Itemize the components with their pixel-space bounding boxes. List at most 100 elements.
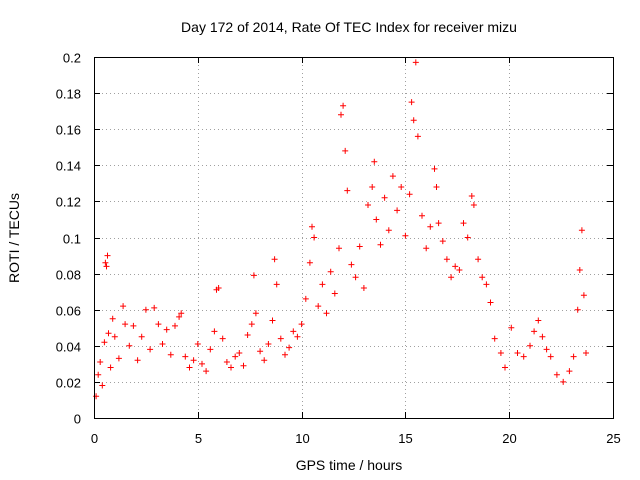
- data-point: [186, 364, 193, 371]
- data-point: [232, 353, 239, 360]
- data-point: [342, 147, 349, 154]
- x-tick-label: 0: [91, 431, 98, 446]
- data-point: [483, 281, 490, 288]
- data-point: [398, 184, 405, 190]
- data-point: [199, 360, 205, 367]
- y-tick-label: 0.18: [56, 87, 81, 102]
- data-point: [408, 99, 415, 106]
- data-point: [371, 158, 378, 165]
- data-point: [574, 306, 581, 313]
- data-point: [414, 133, 421, 140]
- data-point: [194, 341, 201, 347]
- data-point: [566, 368, 573, 375]
- data-point: [553, 371, 560, 378]
- data-point: [138, 333, 145, 340]
- data-point: [497, 350, 504, 356]
- data-point: [95, 371, 102, 378]
- data-point: [126, 342, 133, 349]
- y-axis-label: ROTI / TECUs: [6, 193, 22, 283]
- data-point: [402, 232, 409, 239]
- data-point: [111, 333, 118, 340]
- data-point: [178, 310, 185, 317]
- data-point: [439, 238, 446, 245]
- data-point: [560, 378, 567, 385]
- data-point: [412, 59, 419, 66]
- data-point: [448, 274, 455, 281]
- y-tick-label: 0.08: [56, 268, 81, 283]
- x-tick-label: 10: [295, 431, 309, 446]
- data-point: [298, 321, 305, 328]
- data-point: [207, 346, 214, 353]
- data-point: [340, 102, 347, 109]
- data-point: [182, 353, 189, 360]
- data-point: [578, 227, 585, 234]
- data-point: [452, 263, 459, 270]
- data-point: [319, 281, 326, 288]
- data-point: [468, 193, 475, 199]
- axis-ticks: [94, 57, 614, 419]
- data-point: [464, 234, 471, 241]
- data-point: [176, 313, 183, 320]
- data-point: [327, 268, 334, 275]
- data-point: [97, 359, 104, 365]
- data-point: [543, 346, 550, 353]
- data-point: [236, 350, 243, 356]
- y-tick-label: 0.12: [56, 195, 81, 210]
- data-point: [323, 310, 330, 317]
- data-point: [101, 339, 108, 346]
- data-point: [103, 263, 110, 270]
- data-point: [120, 303, 127, 310]
- data-point: [203, 368, 210, 375]
- x-tick-label: 15: [398, 431, 412, 446]
- data-point: [356, 243, 363, 250]
- data-point: [419, 212, 425, 219]
- data-point: [373, 216, 380, 223]
- data-point: [228, 364, 234, 371]
- data-point: [406, 191, 413, 198]
- data-point: [250, 272, 257, 279]
- data-point: [475, 256, 482, 263]
- data-point: [269, 317, 276, 324]
- data-point: [302, 295, 309, 302]
- data-point: [104, 252, 111, 259]
- data-point: [423, 245, 430, 252]
- data-point: [431, 165, 438, 172]
- data-point: [435, 220, 442, 227]
- data-point: [520, 353, 527, 360]
- data-point: [570, 353, 577, 360]
- data-point: [443, 256, 450, 263]
- y-tick-label: 0.1: [63, 232, 81, 247]
- data-point: [470, 202, 477, 208]
- data-point: [410, 117, 417, 124]
- data-point: [348, 261, 355, 268]
- data-point: [389, 173, 396, 180]
- data-point: [134, 357, 141, 364]
- x-tick-label: 20: [502, 431, 516, 446]
- data-point: [244, 332, 251, 338]
- data-point: [277, 335, 284, 342]
- data-point: [147, 346, 154, 353]
- data-point: [583, 350, 589, 356]
- data-point: [190, 357, 197, 364]
- data-point: [163, 326, 170, 333]
- data-point: [99, 382, 106, 389]
- y-tick-label: 0.14: [56, 159, 81, 174]
- data-point: [290, 328, 297, 335]
- data-point: [433, 184, 440, 190]
- data-point: [172, 322, 178, 329]
- data-point: [360, 285, 367, 291]
- data-point: [427, 223, 434, 230]
- data-point: [531, 328, 538, 335]
- data-point: [105, 330, 112, 337]
- data-point: [240, 362, 247, 369]
- data-point: [257, 348, 264, 355]
- data-point: [527, 342, 533, 349]
- data-point: [385, 227, 392, 234]
- data-point: [539, 333, 546, 340]
- data-point: [336, 245, 342, 252]
- data-point: [315, 303, 322, 310]
- data-point: [261, 357, 268, 364]
- data-point: [502, 364, 508, 371]
- data-point: [107, 364, 114, 371]
